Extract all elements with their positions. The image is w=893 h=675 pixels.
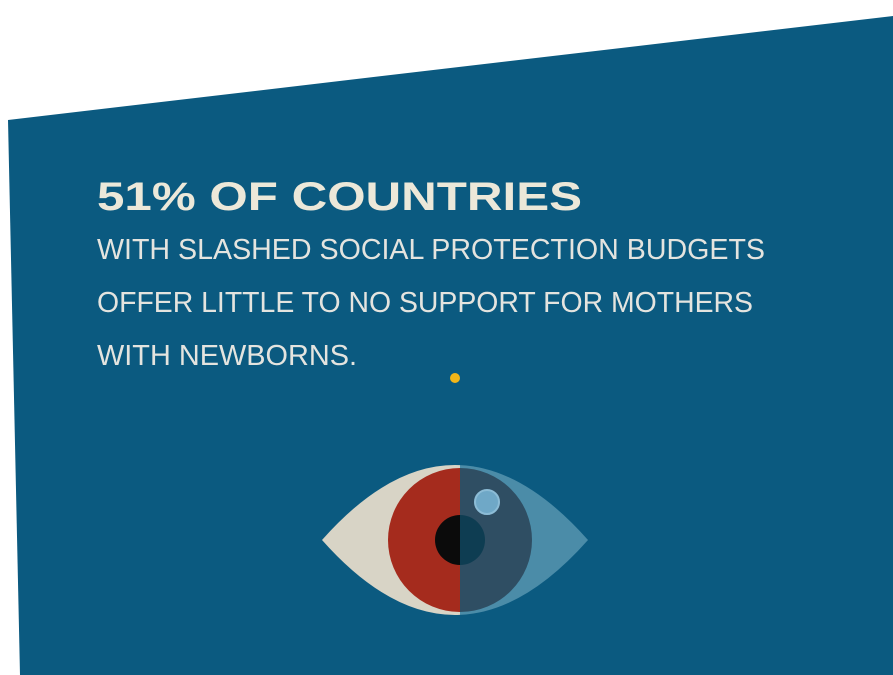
pupil-right [460,515,485,565]
headline: 51% OF COUNTRIES [97,175,582,219]
body-line: WITH SLASHED SOCIAL PROTECTION BUDGETS [97,234,765,266]
decorative-dot [450,373,460,383]
pupil-left [435,515,460,565]
iris-left [388,468,460,612]
eye-highlight [474,489,500,515]
eye-icon [322,465,588,615]
body-line: OFFER LITTLE TO NO SUPPORT FOR MOTHERS [97,287,753,319]
banner-background [8,16,893,675]
body-line: WITH NEWBORNS. [97,340,357,372]
